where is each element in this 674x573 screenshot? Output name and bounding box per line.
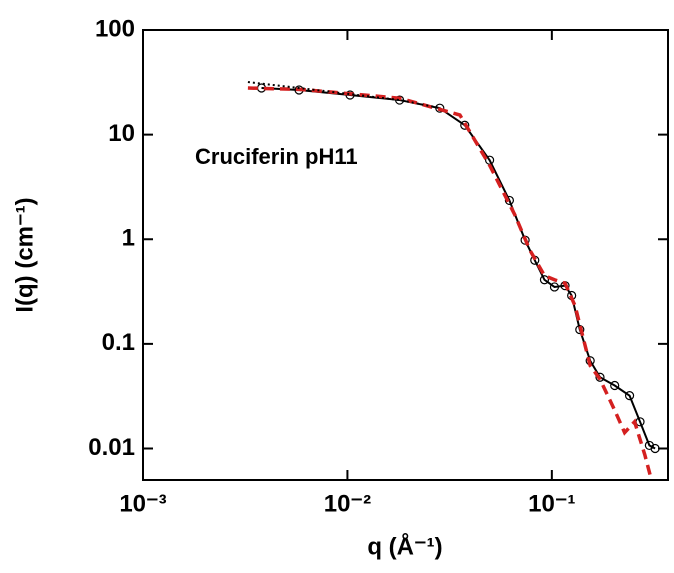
data-point <box>575 324 585 335</box>
data-point <box>610 380 620 391</box>
x-tick-label: 10⁻³ <box>119 490 166 517</box>
data-point <box>624 391 635 401</box>
data-point <box>435 103 445 113</box>
y-axis-label: I(q) (cm⁻¹) <box>11 197 38 312</box>
series-line <box>261 87 656 450</box>
x-axis-label: q (Å⁻¹) <box>367 532 442 560</box>
data-point <box>460 120 470 130</box>
data-point <box>539 275 550 285</box>
series-line <box>247 81 440 109</box>
y-tick-label: 100 <box>95 15 135 42</box>
y-tick-label: 0.01 <box>88 434 135 461</box>
data-point <box>595 372 605 382</box>
data-point <box>504 195 515 206</box>
plot-frame <box>142 29 669 481</box>
y-tick-label: 10 <box>108 120 135 147</box>
y-tick-label: 1 <box>122 225 135 252</box>
annotation: Cruciferin pH11 <box>195 144 358 169</box>
series-line <box>247 86 654 481</box>
x-tick-label: 10⁻² <box>324 490 371 517</box>
data-point <box>549 282 560 292</box>
x-tick-label: 10⁻¹ <box>528 490 575 517</box>
data-point <box>644 440 654 451</box>
data-point <box>650 443 660 454</box>
y-tick-label: 0.1 <box>102 329 135 356</box>
